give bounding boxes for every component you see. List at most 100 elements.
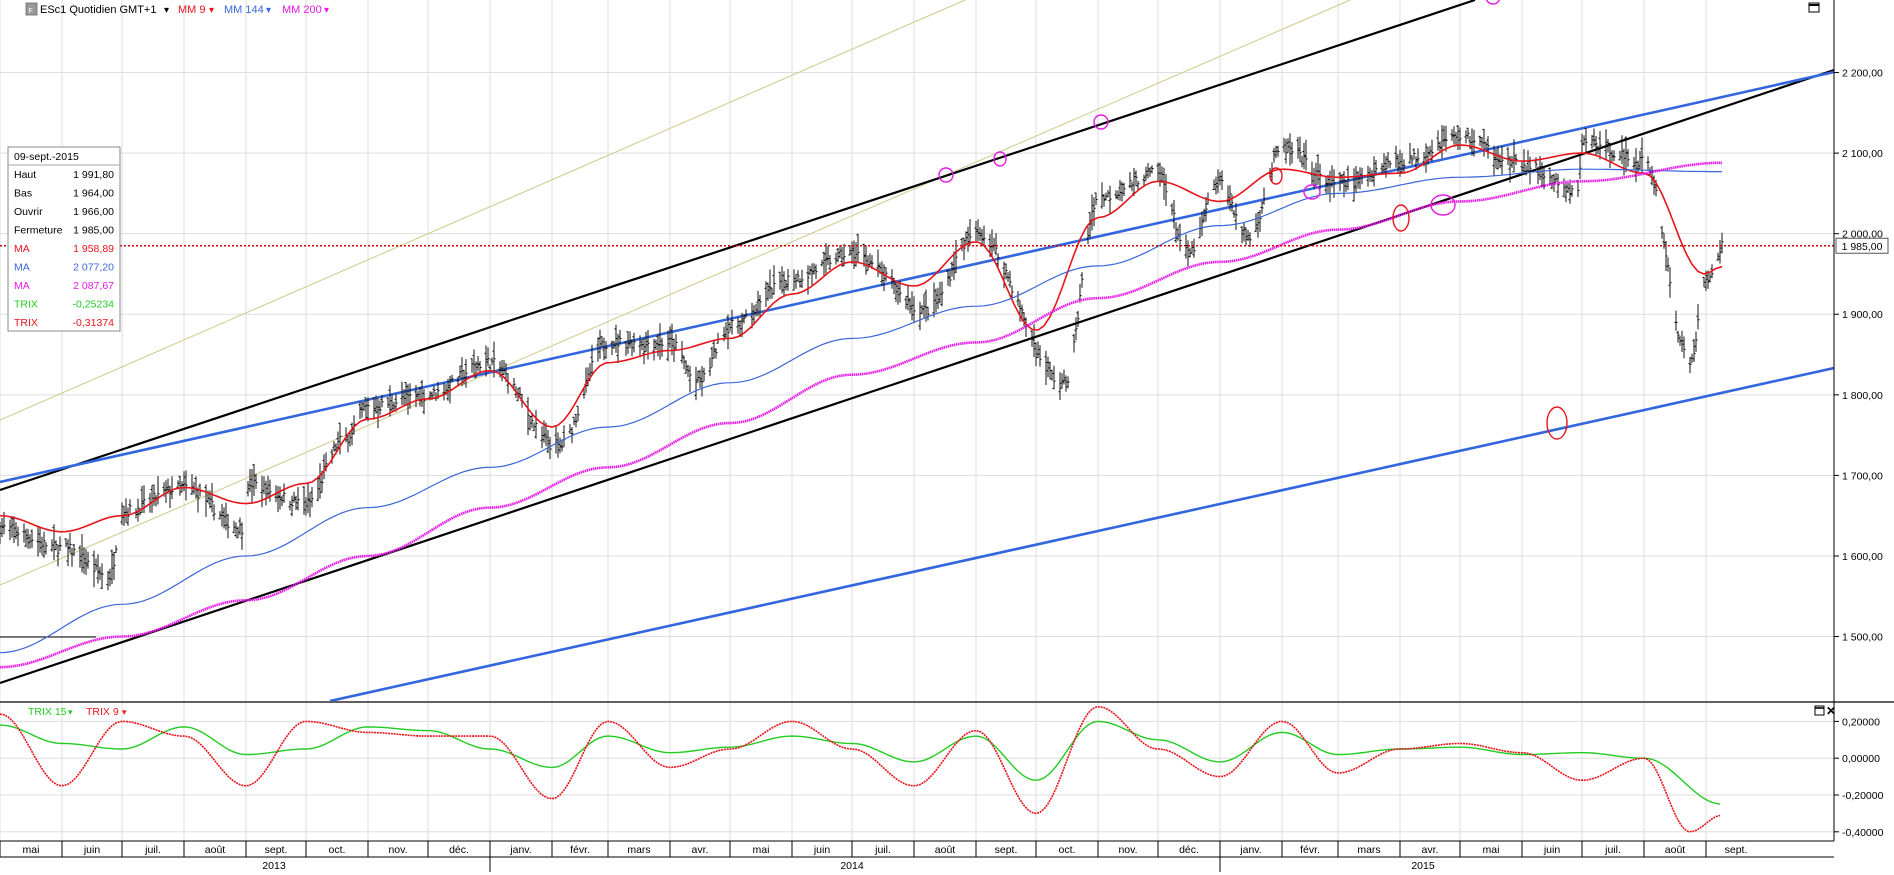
- data-window-value: 1 966,00: [73, 206, 114, 218]
- ma144-line: [0, 168, 1722, 654]
- data-window-value: 2 087,67: [73, 280, 114, 292]
- x-axis-month-label: juil.: [874, 844, 891, 856]
- x-axis-year-label: 2013: [262, 860, 286, 872]
- y-axis-label: 1 800,00: [1842, 390, 1883, 402]
- indicator-header: TRIX 15 ▾ TRIX 9 ▾ ✕: [28, 704, 1836, 718]
- y-axis-label: 2 200,00: [1842, 68, 1883, 80]
- annotation-circle[interactable]: [938, 167, 954, 183]
- x-axis-month-label: janv.: [1239, 844, 1261, 856]
- trix-series: [0, 705, 1721, 833]
- data-window-label: MA: [14, 262, 30, 274]
- annotation-circle[interactable]: [1269, 167, 1283, 185]
- indicator-trix15-label[interactable]: TRIX 15: [28, 706, 67, 718]
- x-axis-month-label: sept.: [995, 844, 1018, 856]
- data-window-value: 1 991,80: [73, 169, 114, 181]
- x-axis-month-label: déc.: [1179, 844, 1199, 856]
- x-axis-month-label: juin: [1543, 844, 1561, 856]
- ma200-line: [0, 161, 1722, 669]
- trix15-line: [0, 720, 1721, 805]
- price-y-axis[interactable]: 2 200,00 2 100,00 2 000,00 1 900,00 1 800,00…: [1834, 68, 1883, 644]
- last-price-tag: 1 985,00: [1835, 237, 1889, 254]
- x-axis-month-label: sept.: [265, 844, 288, 856]
- data-window: 09-sept.-2015 Haut 1 991,80 Bas 1 964,00 Ouv…: [7, 146, 121, 332]
- data-window-frame: [7, 146, 121, 332]
- indicator-trix9-label[interactable]: TRIX 9: [86, 706, 119, 718]
- y-axis-bg: [1834, 0, 1894, 872]
- data-window-label: Ouvrir: [14, 206, 43, 218]
- annotation-circle[interactable]: [1430, 194, 1456, 216]
- x-axis-month-label: nov.: [388, 844, 407, 856]
- moving-averages: [0, 144, 1723, 669]
- instrument-label[interactable]: ESc1 Quotidien GMT+1: [40, 4, 156, 16]
- data-window-value: -0,25234: [73, 299, 115, 311]
- x-axis-month-label: avr.: [1422, 844, 1439, 856]
- channel-top-line[interactable]: [0, 0, 1476, 492]
- data-window-value: 1 958,89: [73, 243, 114, 255]
- indicator-ma9-label[interactable]: MM 9: [178, 4, 206, 16]
- upper-parallel-line-1[interactable]: [0, 0, 966, 421]
- ohlc-series: [0, 125, 1724, 591]
- data-window-value: 1 964,00: [73, 188, 114, 200]
- instrument-icon[interactable]: [25, 2, 38, 16]
- annotation-circle[interactable]: [993, 151, 1007, 167]
- indicator-y-axis[interactable]: 0,20000 0,00000 -0,20000 -0,40000: [1834, 716, 1884, 839]
- upper-parallel-line-2[interactable]: [0, 0, 1351, 586]
- y-axis-label: 2 100,00: [1842, 148, 1883, 160]
- data-window-label: TRIX: [14, 299, 38, 311]
- indicator-ma144-label[interactable]: MM 144: [224, 4, 264, 16]
- indicator-trix9-menu-icon[interactable]: ▾: [122, 707, 127, 717]
- x-axis-month-label: juin: [83, 844, 101, 856]
- x-axis-month-label: déc.: [449, 844, 469, 856]
- x-axis-month-label: mai: [753, 844, 770, 856]
- indicator-ma200-menu-icon[interactable]: ▾: [324, 5, 329, 16]
- annotation-circle[interactable]: [1093, 114, 1109, 130]
- indicator-trix15-menu-icon[interactable]: ▾: [68, 707, 73, 717]
- data-window-label: TRIX: [14, 317, 38, 329]
- x-axis-month-label: nov.: [1118, 844, 1137, 856]
- x-axis-month-label: avr.: [692, 844, 709, 856]
- indicator-ma144-menu-icon[interactable]: ▾: [266, 5, 271, 16]
- instrument-menu-icon[interactable]: ▾: [164, 5, 169, 16]
- indicator-ma200-label[interactable]: MM 200: [282, 4, 322, 16]
- chart-header: F ESc1 Quotidien GMT+1 ▾ MM 9 ▾ MM 144 ▾…: [25, 2, 1820, 16]
- x-axis-month-label: août: [1665, 844, 1686, 856]
- y-axis-label: 1 600,00: [1842, 551, 1883, 563]
- time-axis[interactable]: mai juin juil. août sept. oct. nov. déc. janv. fé…: [0, 841, 1747, 872]
- x-axis-month-label: août: [935, 844, 956, 856]
- x-axis-month-label: mars: [1357, 844, 1380, 856]
- annotation-circle[interactable]: [1303, 184, 1321, 200]
- data-window-date: 09-sept.-2015: [14, 151, 79, 163]
- y-axis-label: -0,20000: [1842, 790, 1884, 802]
- data-window-value: 2 077,20: [73, 262, 114, 274]
- close-indicator-icon[interactable]: ✕: [1826, 704, 1836, 718]
- y-axis-label: 1 700,00: [1842, 470, 1883, 482]
- x-axis-month-label: oct.: [1059, 844, 1076, 856]
- maximize-indicator-icon[interactable]: [1814, 705, 1825, 716]
- price-panel-bg: [0, 0, 1834, 701]
- y-axis-label: 1 900,00: [1842, 309, 1883, 321]
- x-axis-month-label: sept.: [1725, 844, 1748, 856]
- data-window-value: -0,31374: [73, 317, 115, 329]
- data-window-value: 1 985,00: [73, 225, 114, 237]
- x-axis-month-label: juil.: [144, 844, 161, 856]
- indicator-grid: [0, 703, 1834, 841]
- x-axis-year-label: 2015: [1411, 860, 1435, 872]
- trendline-upper[interactable]: [0, 70, 1834, 484]
- ma9-line: [0, 144, 1723, 533]
- maximize-panel-icon[interactable]: [1808, 2, 1820, 13]
- x-axis-month-label: févr.: [570, 844, 590, 856]
- x-axis-month-label: mai: [1483, 844, 1500, 856]
- y-axis-label: 0,00000: [1842, 753, 1880, 765]
- x-axis-month-label: janv.: [509, 844, 531, 856]
- annotation-circle[interactable]: [1546, 406, 1568, 440]
- data-window-label: Fermeture: [14, 225, 63, 237]
- annotation-layer[interactable]: [938, 0, 1568, 440]
- trix9-line: [0, 705, 1721, 833]
- annotation-circle[interactable]: [1485, 0, 1501, 5]
- y-axis-label: 2 000,00: [1842, 229, 1883, 241]
- trendline-lower[interactable]: [329, 366, 1834, 701]
- annotation-circle[interactable]: [1392, 204, 1410, 232]
- indicator-ma9-menu-icon[interactable]: ▾: [209, 5, 214, 16]
